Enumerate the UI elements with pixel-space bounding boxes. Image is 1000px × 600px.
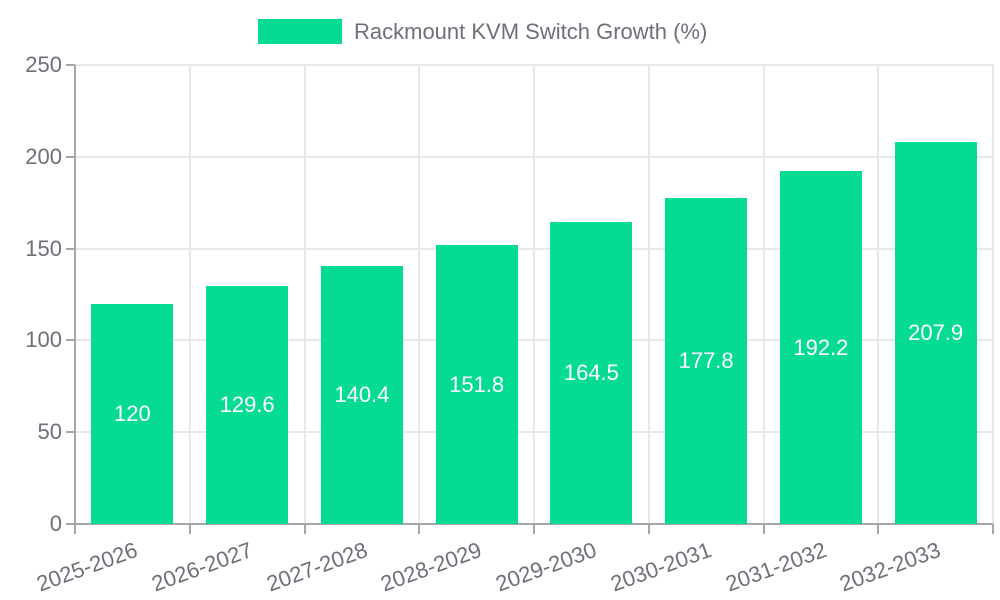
x-axis-tick	[303, 524, 306, 534]
x-axis-category-label: 2030-2031	[607, 537, 715, 597]
x-gridline	[762, 65, 765, 524]
bar[interactable]: 140.4	[320, 266, 403, 524]
bar-value-label: 177.8	[678, 347, 734, 373]
bar[interactable]: 192.2	[779, 171, 862, 524]
x-gridline	[992, 65, 994, 524]
x-axis-tick	[992, 524, 994, 534]
bar-value-label: 140.4	[334, 382, 390, 408]
x-axis-tick	[533, 524, 535, 534]
bar-value-label: 120	[114, 400, 151, 426]
x-axis-category-label: 2027-2028	[263, 537, 371, 597]
bar[interactable]: 164.5	[550, 221, 633, 524]
x-axis-tick	[877, 524, 880, 534]
bar-value-label: 151.8	[449, 371, 505, 397]
legend[interactable]: Rackmount KVM Switch Growth (%)	[258, 19, 707, 44]
bar-value-label: 207.9	[908, 320, 964, 346]
x-axis-category-label: 2025-2026	[33, 537, 141, 597]
bar[interactable]: 207.9	[894, 142, 977, 524]
bar[interactable]: 129.6	[206, 286, 289, 524]
x-gridline	[533, 65, 535, 524]
y-axis-tick	[66, 155, 75, 158]
x-axis-tick	[647, 524, 650, 534]
y-axis-tick	[66, 339, 75, 342]
y-axis-tick-label: 150	[25, 235, 62, 261]
y-axis-tick-label: 100	[25, 327, 62, 353]
bar-value-label: 192.2	[793, 334, 849, 360]
x-axis-line	[75, 523, 993, 525]
x-gridline	[418, 65, 421, 524]
y-axis-tick	[66, 64, 75, 66]
y-axis-tick-label: 250	[25, 52, 62, 77]
bar-value-label: 164.5	[563, 359, 619, 385]
y-axis-tick	[66, 523, 75, 525]
y-axis-tick	[66, 247, 75, 250]
y-axis-tick	[66, 431, 75, 434]
x-axis-category-label: 2029-2030	[492, 537, 600, 597]
bar[interactable]: 151.8	[435, 245, 518, 524]
x-axis-category-label: 2026-2027	[148, 537, 256, 597]
x-gridline	[188, 65, 191, 524]
x-axis-category-label: 2031-2032	[722, 537, 830, 597]
y-axis-tick-label: 0	[49, 511, 62, 536]
legend-swatch-icon	[258, 19, 342, 44]
bar-value-label: 129.6	[219, 392, 275, 418]
x-axis-tick	[188, 524, 191, 534]
x-gridline	[647, 65, 650, 524]
x-gridline	[877, 65, 880, 524]
y-axis-tick-label: 200	[25, 143, 62, 169]
x-axis-tick	[418, 524, 421, 534]
bar[interactable]: 120	[91, 303, 174, 524]
legend-label: Rackmount KVM Switch Growth (%)	[354, 19, 708, 44]
x-axis-category-label: 2028-2029	[377, 537, 486, 597]
x-axis-tick	[762, 524, 765, 534]
x-axis-category-label: 2032-2033	[836, 537, 945, 597]
y-axis-line	[74, 65, 76, 524]
x-axis-tick	[74, 524, 76, 534]
bar[interactable]: 177.8	[665, 197, 748, 524]
y-axis-tick-label: 50	[37, 419, 62, 445]
x-gridline	[303, 65, 306, 524]
